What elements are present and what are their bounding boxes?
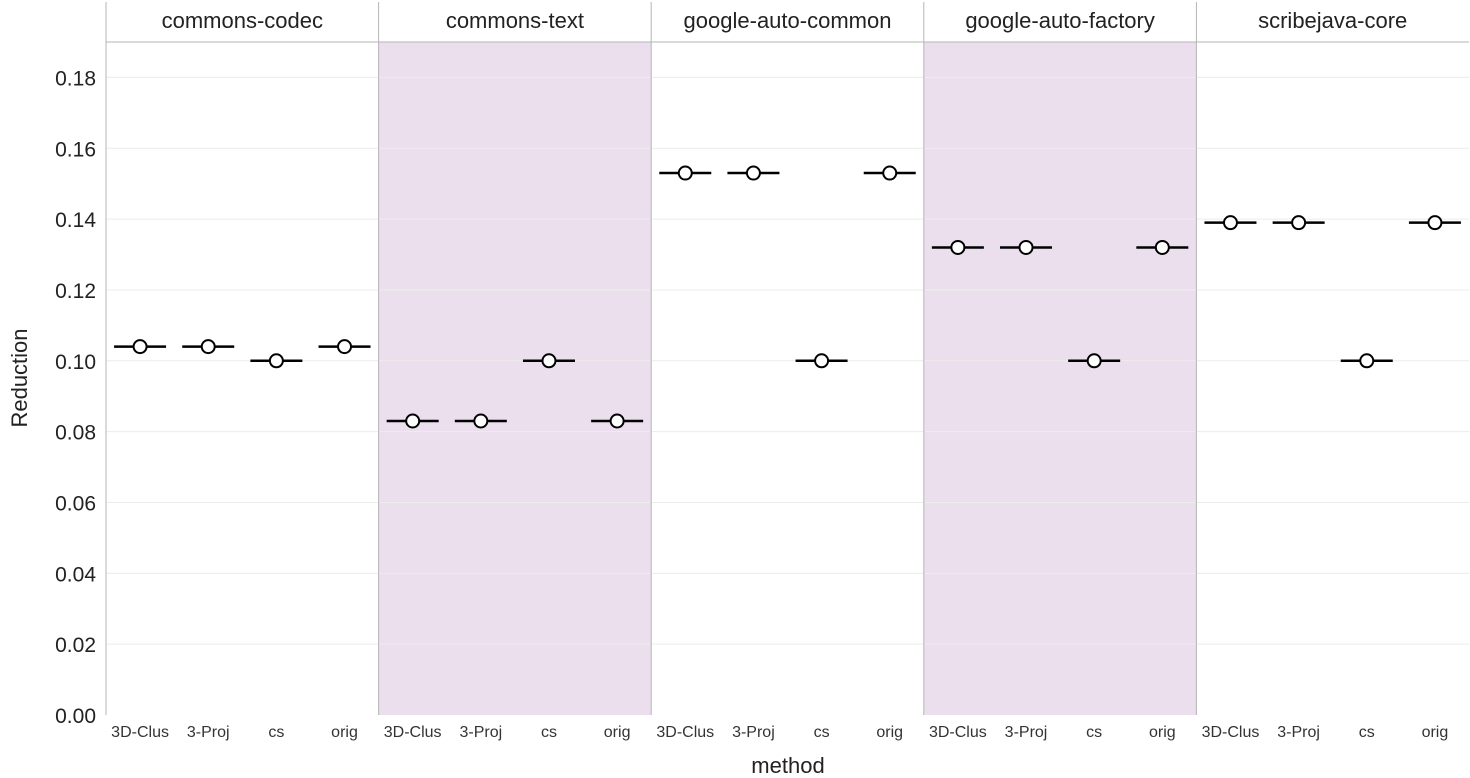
value-point (950, 239, 966, 255)
x-category-label: orig (1422, 724, 1449, 741)
panel-title: commons-text (446, 8, 584, 33)
panel-frames (105, 2, 1469, 715)
value-point (1086, 353, 1102, 369)
data-marks (114, 165, 1461, 429)
x-category-label: 3-Proj (1277, 724, 1320, 741)
panel-title: google-auto-common (684, 8, 892, 33)
y-tick-label: 0.14 (55, 209, 96, 232)
value-point (1291, 215, 1307, 231)
panel-backgrounds (378, 42, 1197, 715)
x-category-label: cs (1359, 724, 1375, 741)
y-tick-label: 0.10 (55, 351, 96, 374)
x-category-label: 3D-Clus (656, 724, 714, 741)
x-category-label: orig (876, 724, 903, 741)
gridlines (106, 76, 1469, 645)
x-category-label: 3D-Clus (384, 724, 442, 741)
x-axis-category-labels: 3D-Clus 3-Proj cs orig 3D-Clus 3-Proj cs orig 3D… (111, 724, 1448, 741)
y-axis-ticks: 0.00 0.02 0.04 0.06 0.08 0.10 0.12 0.14 0.16 0.18 (55, 67, 96, 728)
panel-shade-4 (923, 42, 1197, 715)
value-point (882, 165, 898, 181)
value-point (1018, 239, 1034, 255)
value-point (200, 339, 216, 355)
panel-title: google-auto-factory (965, 8, 1155, 33)
x-category-label: 3-Proj (732, 724, 775, 741)
panel-shade-2 (378, 42, 652, 715)
x-category-label: 3-Proj (459, 724, 502, 741)
y-tick-label: 0.06 (55, 492, 96, 515)
x-category-label: orig (1149, 724, 1176, 741)
x-category-label: 3D-Clus (929, 724, 987, 741)
value-point (473, 413, 489, 429)
value-point (609, 413, 625, 429)
x-category-label: orig (331, 724, 358, 741)
value-point (541, 353, 557, 369)
panel-title: scribejava-core (1258, 8, 1407, 33)
x-category-label: cs (541, 724, 557, 741)
panel-title: commons-codec (162, 8, 323, 33)
value-point (1359, 353, 1375, 369)
x-category-label: 3D-Clus (1202, 724, 1260, 741)
value-point (1154, 239, 1170, 255)
y-axis-title: Reduction (7, 328, 32, 427)
value-point (268, 353, 284, 369)
x-category-label: 3D-Clus (111, 724, 169, 741)
value-point (1222, 215, 1238, 231)
y-tick-label: 0.02 (55, 634, 96, 657)
y-tick-label: 0.12 (55, 280, 96, 303)
value-point (132, 339, 148, 355)
y-tick-label: 0.16 (55, 138, 96, 161)
x-category-label: cs (268, 724, 284, 741)
y-tick-label: 0.00 (55, 705, 96, 728)
value-point (405, 413, 421, 429)
value-point (677, 165, 693, 181)
x-category-label: 3-Proj (1005, 724, 1048, 741)
panel-titles: commons-codec commons-text google-auto-com… (162, 8, 1408, 33)
x-category-label: 3-Proj (187, 724, 230, 741)
x-category-label: cs (1086, 724, 1102, 741)
x-axis-title: method (751, 753, 824, 778)
value-point (745, 165, 761, 181)
x-category-label: cs (814, 724, 830, 741)
value-point (337, 339, 353, 355)
y-tick-label: 0.08 (55, 422, 96, 445)
x-category-label: orig (604, 724, 631, 741)
value-point (1427, 215, 1443, 231)
value-point (814, 353, 830, 369)
y-tick-label: 0.04 (55, 563, 96, 586)
y-tick-label: 0.18 (55, 67, 96, 90)
